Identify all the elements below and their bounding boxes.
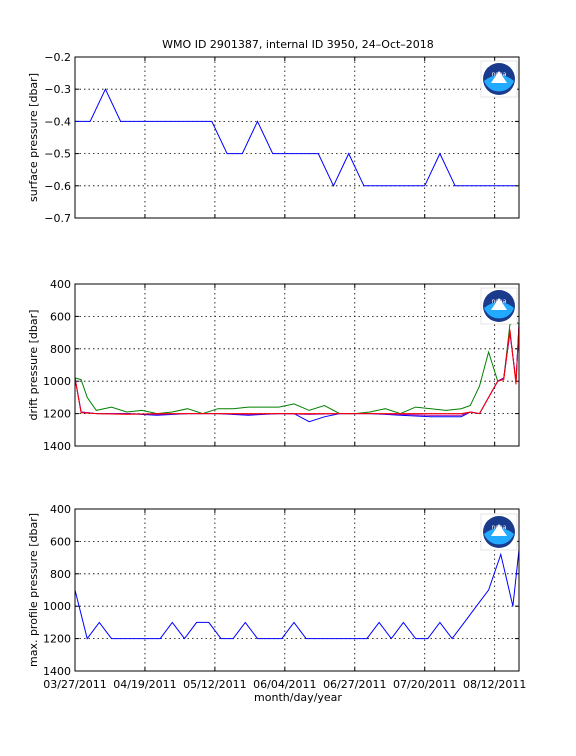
drift-pressure-panel: 400 600 800 1000 1200 1400 drift pressure [dba…: [27, 278, 520, 453]
x-tick-label: 04/19/2011: [113, 678, 176, 691]
y-tick-label: 1000: [43, 600, 71, 613]
y-tick-label: 1400: [43, 440, 71, 453]
x-tick-label: 06/04/2011: [253, 678, 316, 691]
series-group: [75, 320, 519, 423]
y-tick-label: 800: [50, 343, 71, 356]
y-tick-label: −0.3: [44, 83, 71, 96]
series-line-green: [75, 320, 519, 415]
x-tick-label: 03/27/2011: [43, 678, 106, 691]
plot-area: [74, 508, 520, 672]
y-tick-label: 400: [50, 503, 71, 516]
plot-border: [74, 56, 520, 219]
noaa-logo: noaa: [480, 513, 518, 551]
y-tick-label: −0.7: [44, 212, 71, 225]
plot-border: [74, 508, 520, 672]
x-tick-label: 06/27/2011: [323, 678, 386, 691]
y-tick-label: −0.2: [44, 51, 71, 64]
y-tick-label: 800: [50, 568, 71, 581]
series-line-blue: [75, 88, 516, 187]
series-line-blue: [75, 549, 519, 640]
plot-area: [74, 56, 520, 219]
series-group: [75, 549, 519, 640]
y-tick-label: 400: [50, 278, 71, 291]
logo-text: noaa: [492, 524, 507, 531]
series-group: [75, 88, 516, 187]
x-axis-label: month/day/year: [254, 691, 342, 704]
y-axis-label: drift pressure [dbar]: [27, 310, 40, 421]
y-axis-label: max. profile pressure [dbar]: [27, 513, 40, 667]
y-tick-label: 1400: [43, 665, 71, 678]
y-tick-label: 1200: [43, 633, 71, 646]
y-tick-label: −0.4: [44, 115, 71, 128]
surface-pressure-panel: −0.2 −0.3 −0.4 −0.5 −0.6 −0.7 surface pressure…: [27, 51, 520, 225]
plot-area: [74, 283, 520, 447]
series-line-red: [75, 324, 519, 415]
chart-title: WMO ID 2901387, internal ID 3950, 24–Oct…: [162, 38, 434, 51]
y-tick-label: −0.6: [44, 180, 71, 193]
x-tick-label: 05/12/2011: [183, 678, 246, 691]
y-tick-label: 1200: [43, 408, 71, 421]
logo-text: noaa: [492, 298, 507, 305]
noaa-logo: noaa: [480, 287, 518, 325]
y-tick-label: −0.5: [44, 148, 71, 161]
y-tick-label: 600: [50, 310, 71, 323]
y-tick-label: 1000: [43, 375, 71, 388]
plot-border: [74, 283, 520, 447]
logo-text: noaa: [492, 71, 507, 78]
noaa-logo: noaa: [480, 60, 518, 98]
x-tick-label: 08/12/2011: [463, 678, 526, 691]
x-tick-label: 07/20/2011: [393, 678, 456, 691]
y-tick-label: 600: [50, 535, 71, 548]
y-axis-label: surface pressure [dbar]: [27, 73, 40, 202]
